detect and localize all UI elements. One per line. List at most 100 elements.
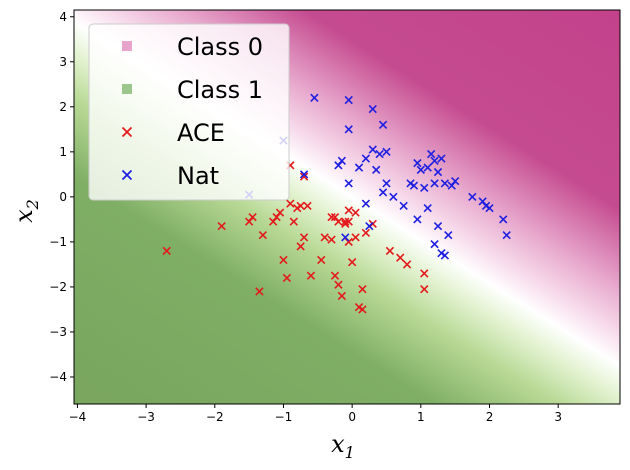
- ace-point: [327, 235, 336, 244]
- ace-point: [351, 208, 360, 217]
- nat-point: [399, 201, 408, 211]
- nat-point: [334, 161, 343, 170]
- nat-point: [361, 154, 371, 163]
- legend-label: Nat: [177, 162, 219, 190]
- nat-point: [433, 167, 443, 177]
- legend-label: Class 1: [177, 76, 263, 104]
- ace-point: [317, 255, 326, 265]
- x-tick-label: 3: [554, 410, 562, 424]
- nat-point: [368, 145, 377, 154]
- y-tick-label: −3: [49, 325, 67, 339]
- nat-point: [354, 163, 364, 172]
- ace-point: [244, 217, 254, 226]
- axis-ticks: −4 −3 −2 −1 0 1 2 3 −4 −3 −2 −1 0 1 2 3 4: [49, 10, 562, 424]
- nat-point: [430, 179, 439, 188]
- nat-point: [499, 215, 508, 224]
- x-tick-label: −3: [137, 410, 155, 424]
- nat-point: [444, 230, 453, 240]
- ace-point: [217, 221, 226, 231]
- ace-point: [402, 260, 412, 269]
- ace-point: [299, 233, 309, 242]
- ace-point: [385, 246, 395, 256]
- ace-point: [255, 287, 264, 296]
- x-tick-label: −4: [69, 410, 87, 424]
- nat-point: [344, 179, 353, 188]
- ace-point: [296, 201, 305, 211]
- legend-entry: Class 1: [122, 76, 263, 104]
- ace-point: [299, 172, 309, 181]
- ace-point: [344, 217, 353, 226]
- ace-point: [258, 230, 268, 240]
- legend-entry: Class 0: [122, 33, 263, 61]
- ace-point: [420, 269, 429, 278]
- legend-marker: [122, 41, 132, 51]
- ace-point: [334, 217, 343, 226]
- nat-point: [375, 149, 384, 159]
- y-tick-label: 0: [59, 190, 67, 204]
- x-tick-label: 1: [417, 410, 425, 424]
- nat-point: [344, 125, 353, 134]
- legend-entry: ACE: [121, 119, 225, 147]
- ace-point: [282, 273, 292, 283]
- nat-point: [378, 188, 388, 197]
- y-tick-label: −2: [49, 280, 67, 294]
- nat-point: [361, 199, 371, 208]
- ace-point: [420, 285, 429, 294]
- x-tick-label: 2: [486, 410, 494, 424]
- ace-point: [396, 253, 405, 262]
- nat-point: [437, 154, 446, 163]
- legend-marker: [121, 126, 133, 138]
- nat-point: [423, 203, 432, 213]
- ace-point: [162, 246, 171, 256]
- nat-point: [416, 165, 425, 175]
- ace-point: [296, 242, 305, 251]
- nat-point: [485, 203, 494, 213]
- legend-marker: [121, 169, 133, 181]
- legend: Class 0 Class 1 ACE Nat: [88, 23, 290, 201]
- nat-point: [389, 192, 398, 202]
- x-axis-label: x1: [331, 430, 355, 462]
- legend-entry: Nat: [121, 162, 219, 190]
- x-tick-label: 0: [348, 410, 356, 424]
- ace-point: [347, 257, 357, 267]
- nat-point: [502, 230, 511, 240]
- ace-point: [361, 228, 371, 238]
- ace-point: [289, 217, 298, 226]
- nat-point: [382, 147, 391, 157]
- nat-point: [423, 163, 432, 172]
- ace-point: [320, 233, 329, 242]
- plot-frame: [73, 9, 621, 405]
- nat-point: [382, 179, 391, 188]
- nat-point: [344, 95, 353, 105]
- nat-point: [378, 120, 388, 129]
- ace-point: [358, 285, 367, 294]
- points-layer: [162, 93, 511, 314]
- nat-point: [341, 233, 350, 242]
- ace-point: [275, 208, 285, 217]
- nat-point: [420, 183, 429, 193]
- nat-point: [426, 149, 436, 159]
- nat-point: [413, 158, 422, 168]
- nat-point: [365, 221, 374, 231]
- legend-label: ACE: [177, 119, 225, 147]
- ace-point: [337, 291, 347, 301]
- ace-point: [341, 217, 350, 226]
- x-tick-label: −2: [206, 410, 224, 424]
- ace-point: [303, 201, 312, 211]
- nat-point: [433, 221, 443, 231]
- ace-point: [330, 271, 340, 280]
- ace-point: [279, 255, 288, 265]
- ace-point: [306, 271, 316, 280]
- ace-point: [358, 305, 367, 314]
- nat-point: [451, 176, 460, 186]
- nat-point: [299, 170, 309, 179]
- ace-point: [286, 199, 295, 208]
- ace-point: [344, 206, 353, 215]
- nat-point: [430, 239, 439, 249]
- nat-point: [440, 179, 450, 188]
- y-tick-label: −4: [49, 370, 67, 384]
- legend-label: Class 0: [177, 33, 263, 61]
- x-tick-label: −1: [275, 410, 293, 424]
- nat-point: [440, 251, 450, 260]
